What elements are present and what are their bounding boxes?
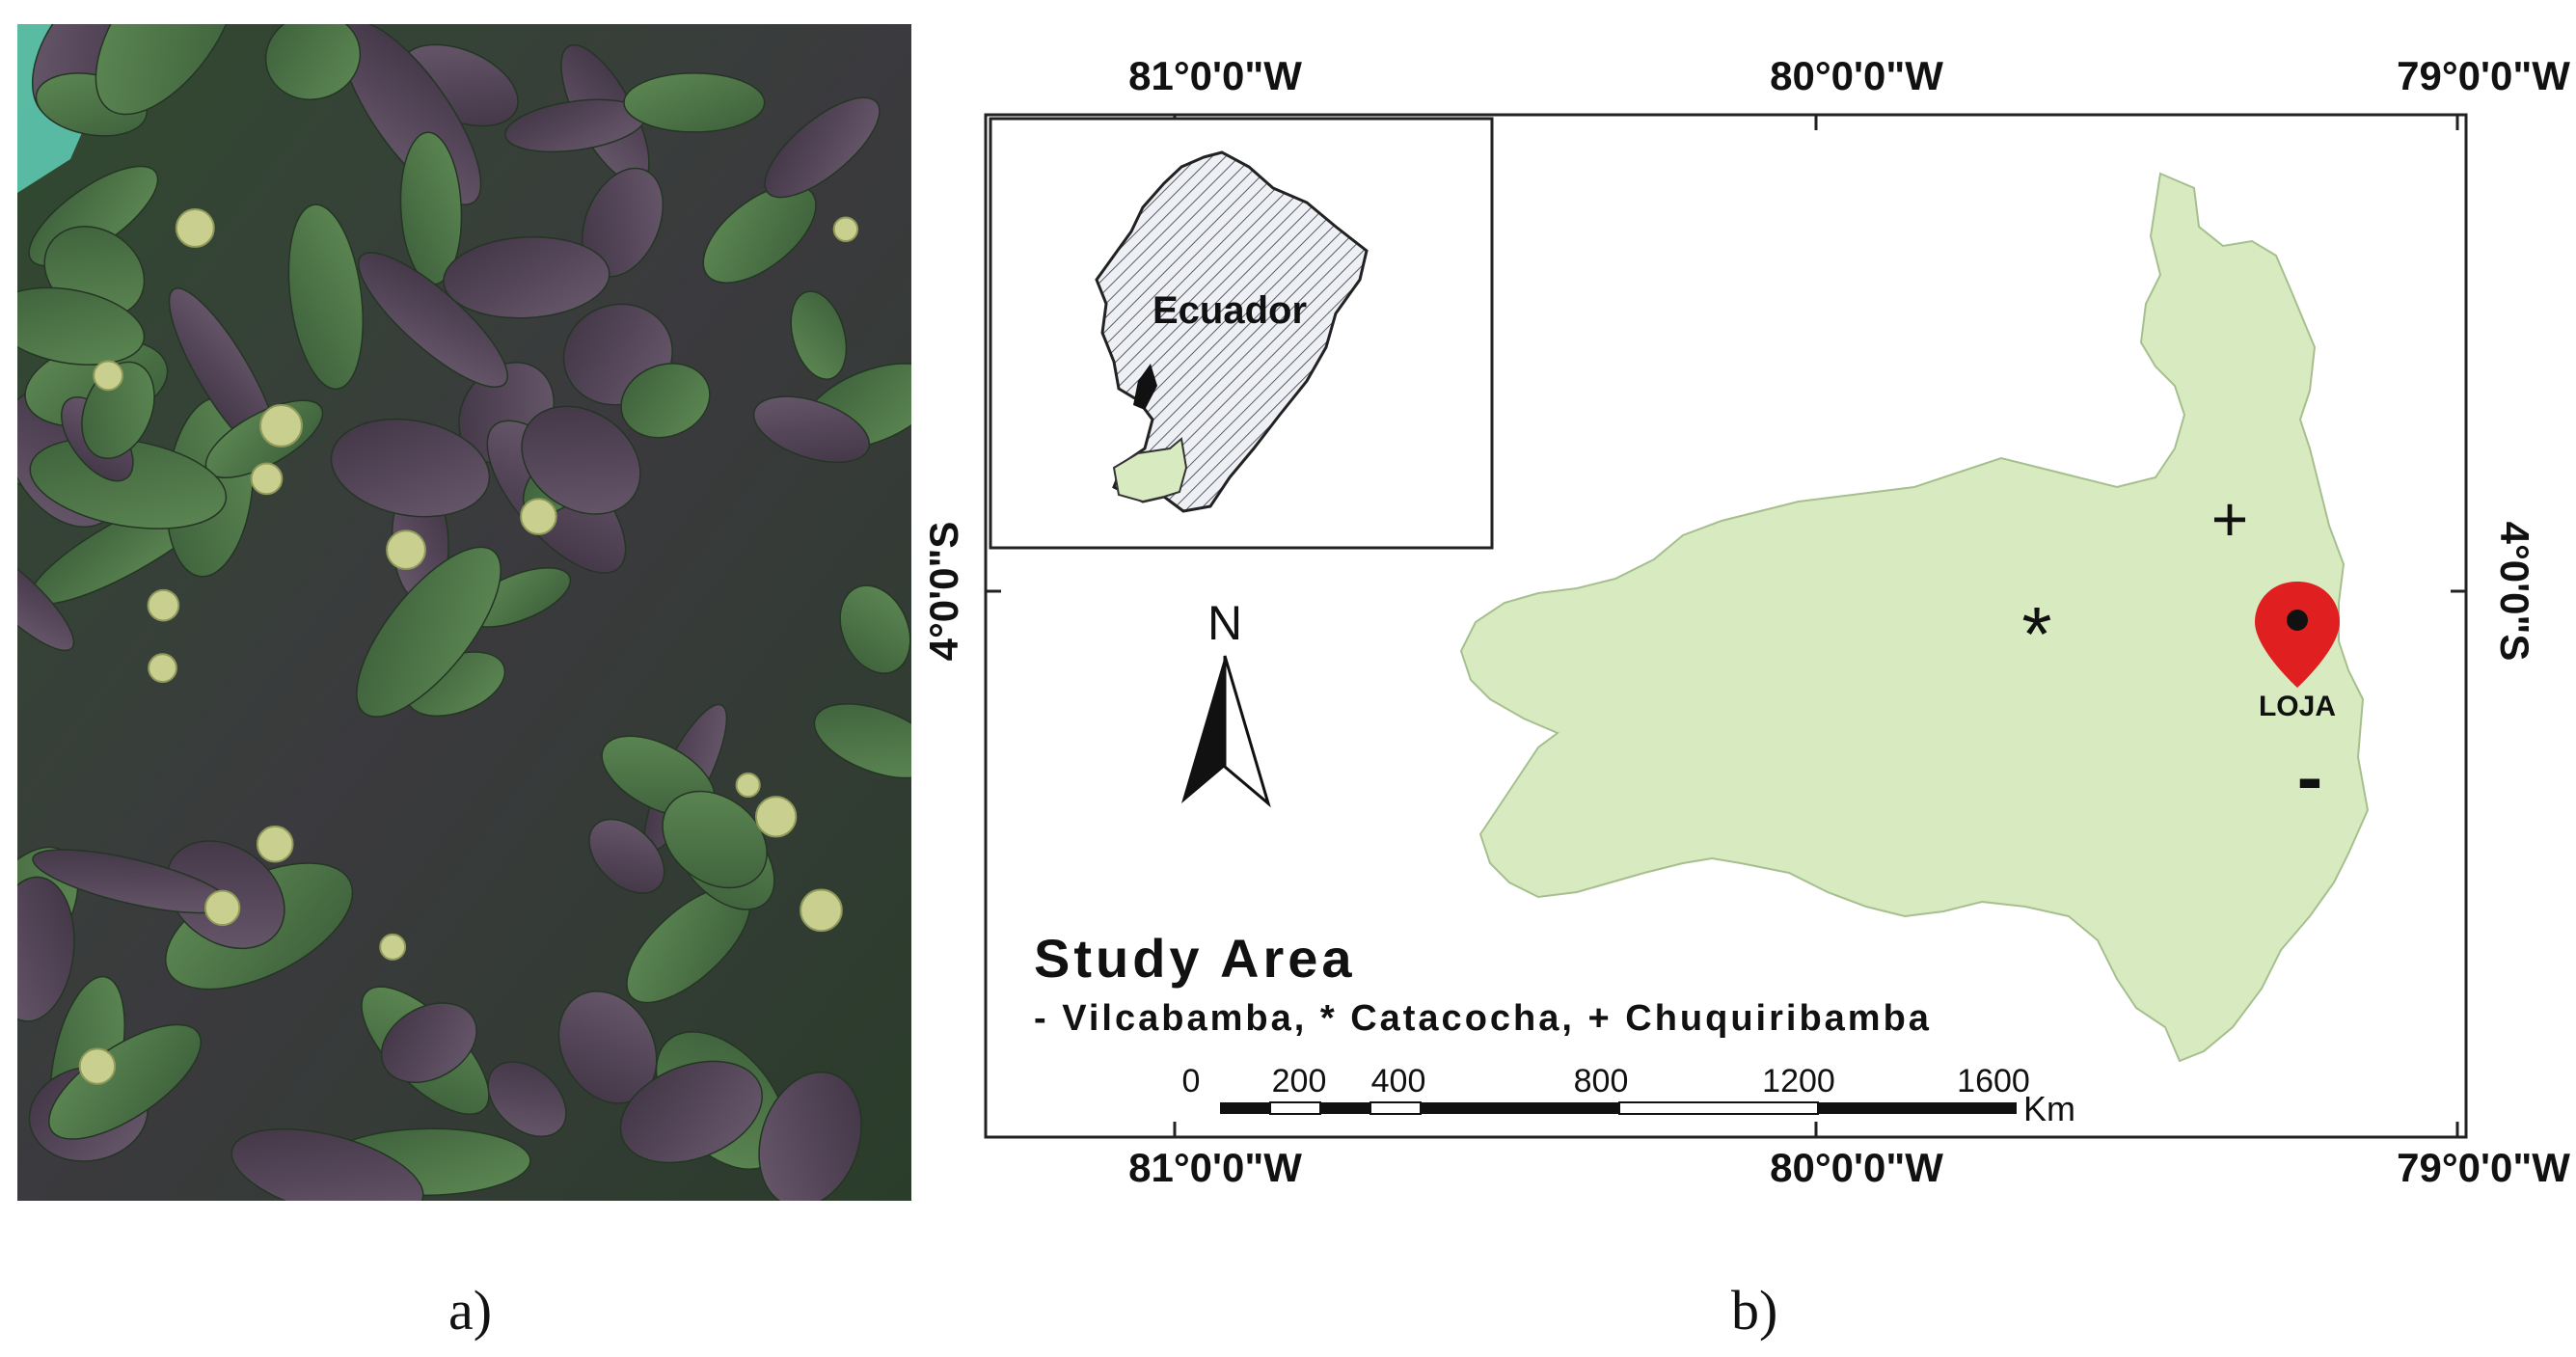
leaf (0, 286, 146, 366)
flower-head (258, 403, 303, 448)
scale-unit: Km (2023, 1089, 2075, 1128)
caption-a: a) (448, 1279, 493, 1342)
inset-country-label: Ecuador (1152, 289, 1307, 332)
loja-marker-icon (2255, 582, 2340, 688)
chuquiribamba-symbol: + (2211, 483, 2249, 555)
caption-b: b) (1731, 1279, 1778, 1342)
flower-head (148, 653, 177, 684)
flower-head (735, 772, 761, 799)
flower-head (203, 889, 241, 927)
flower-head (256, 825, 294, 863)
leaf (487, 1061, 567, 1138)
flower-head (832, 216, 859, 242)
flower-head (250, 462, 284, 496)
study-area-map: 81°0'0"W 80°0'0"W 79°0'0"W 4°0'0"S 4°0'0… (921, 24, 2576, 1220)
lat-label-left: 4°0'0"S (921, 522, 966, 662)
scale-tick-0: 0 (1182, 1063, 1201, 1099)
scale-tick-1200: 1200 (1762, 1063, 1835, 1099)
leaf (356, 546, 502, 718)
north-arrow: N (1181, 596, 1271, 808)
leaf (330, 418, 491, 518)
leaf (357, 252, 508, 389)
leaf (588, 818, 665, 894)
leaf (790, 290, 848, 380)
leaf (620, 363, 711, 439)
leaf (95, 0, 239, 116)
scale-tick-1600: 1600 (1957, 1063, 2030, 1099)
leaf (443, 236, 610, 319)
lat-label-right: 4°0'0"S (2492, 522, 2537, 662)
lon-label-bottom-80: 80°0'0"W (1770, 1145, 1943, 1190)
vilcabamba-symbol: - (2297, 734, 2323, 820)
leaf (839, 584, 911, 674)
flower-head (78, 1047, 117, 1085)
scale-bar: 0 200 400 800 1200 1600 Km (1182, 1063, 2075, 1128)
map-frame (984, 113, 2468, 1139)
inset-map: Ecuador (989, 117, 1494, 550)
leaf (752, 395, 871, 464)
loja-region (1459, 172, 2370, 1063)
leaf (619, 1060, 763, 1164)
flower-head (93, 360, 124, 392)
leaf (380, 1002, 477, 1084)
catacocha-symbol: * (2021, 591, 2051, 677)
flower-head (754, 796, 798, 838)
flower-head (175, 208, 215, 248)
city-label-loja: LOJA (2259, 691, 2336, 722)
legend-title: Study Area (1034, 928, 1356, 989)
lon-label-top-81: 81°0'0"W (1128, 53, 1302, 98)
leaf (764, 96, 881, 199)
flower-head (386, 529, 426, 571)
flower-head (800, 888, 843, 933)
flower-head (379, 933, 407, 961)
map-svg: 81°0'0"W 80°0'0"W 79°0'0"W 4°0'0"S 4°0'0… (921, 53, 2570, 1190)
leaf (287, 204, 365, 391)
flower-head (147, 588, 180, 622)
leaf (662, 790, 768, 889)
plant-photo (0, 0, 941, 1220)
leaf (702, 184, 817, 284)
leaf (521, 405, 641, 515)
plant-photo-image (0, 0, 941, 1220)
loja-province-inset (1112, 437, 1188, 503)
scale-tick-800: 800 (1574, 1063, 1629, 1099)
lon-label-bottom-81: 81°0'0"W (1128, 1145, 1302, 1190)
lon-label-top-80: 80°0'0"W (1770, 53, 1943, 98)
leaf (623, 72, 766, 133)
north-arrow-label: N (1207, 596, 1242, 650)
legend-items: - Vilcabamba, * Catacocha, + Chuquiribam… (1034, 998, 1932, 1039)
lon-label-bottom-79: 79°0'0"W (2397, 1145, 2570, 1190)
lon-label-top-79: 79°0'0"W (2397, 53, 2570, 98)
scale-tick-200: 200 (1272, 1063, 1327, 1099)
scale-tick-400: 400 (1371, 1063, 1426, 1099)
flower-head (520, 498, 557, 535)
